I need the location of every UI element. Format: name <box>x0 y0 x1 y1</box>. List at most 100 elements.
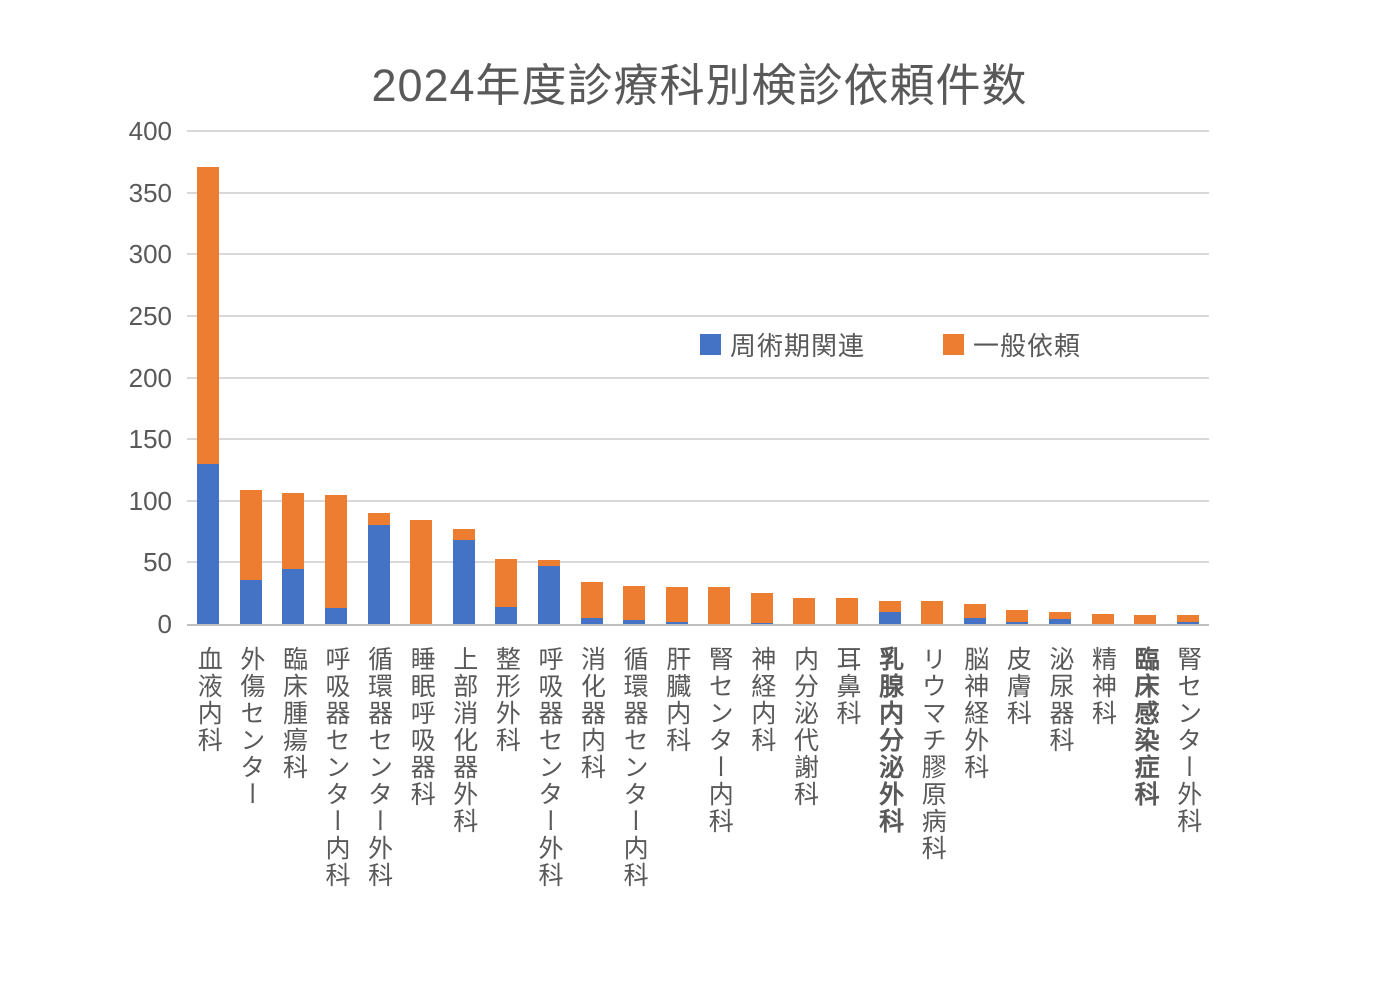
legend-label-perioperative: 周術期関連 <box>730 331 866 361</box>
x-label-循環器センター外科: 循環器センター外科 <box>364 646 393 889</box>
y-tick-300: 300 <box>128 239 172 270</box>
bar-segment-周術期関連 <box>1006 621 1029 624</box>
bar-呼吸器センター内科 <box>325 494 348 624</box>
bar-segment-周術期関連 <box>1048 619 1071 624</box>
bar-segment-一般依頼 <box>410 520 433 624</box>
y-tick-200: 200 <box>128 362 172 393</box>
bar-segment-周術期関連 <box>239 579 262 624</box>
bar-肝臓内科 <box>665 587 688 624</box>
x-label-循環器センター内科: 循環器センター内科 <box>620 646 649 889</box>
x-label-精神科: 精神科 <box>1088 646 1117 727</box>
bar-segment-一般依頼 <box>836 598 859 624</box>
bar-リウマチ膠原病科 <box>921 600 944 624</box>
bar-segment-一般依頼 <box>1048 611 1071 620</box>
bar-segment-一般依頼 <box>1176 615 1199 622</box>
legend: 周術期関連 一般依頼 <box>700 326 1081 363</box>
bar-segment-一般依頼 <box>239 489 262 580</box>
chart-title: 2024年度診療科別検診依頼件数 <box>371 60 1028 111</box>
bar-segment-周術期関連 <box>495 606 518 624</box>
gridline-150 <box>187 438 1209 441</box>
bar-segment-一般依頼 <box>452 529 475 541</box>
x-label-神経内科: 神経内科 <box>747 646 776 754</box>
bar-消化器内科 <box>580 582 603 624</box>
bar-segment-一般依頼 <box>495 558 518 607</box>
bar-臨床感染症科 <box>1134 615 1157 624</box>
bar-皮膚科 <box>1006 610 1029 624</box>
x-label-睡眠呼吸器科: 睡眠呼吸器科 <box>407 646 436 808</box>
bar-segment-周術期関連 <box>367 525 390 624</box>
bar-segment-一般依頼 <box>623 585 646 621</box>
bar-腎センター内科 <box>708 587 731 624</box>
bar-segment-一般依頼 <box>580 582 603 618</box>
bar-segment-周術期関連 <box>1176 621 1199 624</box>
x-label-外傷センター: 外傷センター <box>236 646 265 808</box>
bar-臨床腫瘍科 <box>282 493 305 624</box>
x-label-耳鼻科: 耳鼻科 <box>833 646 862 727</box>
bar-segment-一般依頼 <box>878 600 901 612</box>
gridline-50 <box>187 561 1209 564</box>
x-label-臨床感染症科: 臨床感染症科 <box>1131 646 1160 808</box>
bar-segment-周術期関連 <box>878 611 901 624</box>
bar-耳鼻科 <box>836 598 859 624</box>
y-tick-150: 150 <box>128 424 172 455</box>
y-tick-350: 350 <box>128 177 172 208</box>
bar-segment-周術期関連 <box>197 463 220 624</box>
gridline-300 <box>187 253 1209 256</box>
bar-segment-一般依頼 <box>325 494 348 608</box>
x-label-呼吸器センター外科: 呼吸器センター外科 <box>534 646 563 889</box>
x-label-臨床腫瘍科: 臨床腫瘍科 <box>279 646 308 781</box>
bar-segment-一般依頼 <box>750 593 773 623</box>
y-tick-50: 50 <box>143 547 172 578</box>
x-label-腎センター内科: 腎センター内科 <box>705 646 734 835</box>
x-label-血液内科: 血液内科 <box>194 646 223 754</box>
bar-segment-一般依頼 <box>793 598 816 624</box>
legend-swatch-blue-icon <box>700 334 721 355</box>
x-label-乳腺内分泌外科: 乳腺内分泌外科 <box>875 646 904 835</box>
bar-segment-一般依頼 <box>963 604 986 618</box>
x-label-呼吸器センター内科: 呼吸器センター内科 <box>322 646 351 889</box>
bar-segment-周術期関連 <box>580 617 603 624</box>
gridline-250 <box>187 314 1209 317</box>
bar-乳腺内分泌外科 <box>878 600 901 624</box>
bar-内分泌代謝科 <box>793 598 816 624</box>
legend-item-perioperative: 周術期関連 <box>700 326 865 363</box>
bar-泌尿器科 <box>1048 611 1071 624</box>
x-label-泌尿器科: 泌尿器科 <box>1045 646 1074 754</box>
legend-label-general: 一般依頼 <box>973 331 1082 361</box>
bar-外傷センター <box>239 489 262 624</box>
bar-segment-一般依頼 <box>1091 614 1114 624</box>
bar-segment-一般依頼 <box>665 587 688 622</box>
x-label-消化器内科: 消化器内科 <box>577 646 606 781</box>
bar-segment-周術期関連 <box>537 566 560 624</box>
bar-血液内科 <box>197 166 220 624</box>
y-tick-100: 100 <box>128 485 172 516</box>
bar-脳神経外科 <box>963 604 986 624</box>
bar-腎センター外科 <box>1176 615 1199 624</box>
bar-上部消化器外科 <box>452 529 475 624</box>
bar-segment-周術期関連 <box>325 607 348 624</box>
bar-呼吸器センター外科 <box>537 559 560 624</box>
x-label-肝臓内科: 肝臓内科 <box>662 646 691 754</box>
x-label-皮膚科: 皮膚科 <box>1003 646 1032 727</box>
bar-睡眠呼吸器科 <box>410 520 433 624</box>
gridline-100 <box>187 499 1209 502</box>
x-label-整形外科: 整形外科 <box>492 646 521 754</box>
bar-segment-一般依頼 <box>921 600 944 624</box>
bar-segment-一般依頼 <box>282 493 305 569</box>
bar-segment-一般依頼 <box>1134 615 1157 624</box>
x-label-内分泌代謝科: 内分泌代謝科 <box>790 646 819 808</box>
gridline-350 <box>187 191 1209 194</box>
bar-神経内科 <box>750 593 773 624</box>
bar-segment-周術期関連 <box>282 568 305 624</box>
bar-循環器センター内科 <box>623 585 646 624</box>
bar-segment-一般依頼 <box>367 513 390 526</box>
bar-segment-一般依頼 <box>1006 610 1029 622</box>
bar-精神科 <box>1091 614 1114 624</box>
plot-area <box>187 130 1209 626</box>
x-label-上部消化器外科: 上部消化器外科 <box>449 646 478 835</box>
x-label-腎センター外科: 腎センター外科 <box>1173 646 1202 835</box>
bar-segment-一般依頼 <box>537 559 560 567</box>
bar-segment-周術期関連 <box>963 617 986 624</box>
bar-segment-周術期関連 <box>665 621 688 624</box>
